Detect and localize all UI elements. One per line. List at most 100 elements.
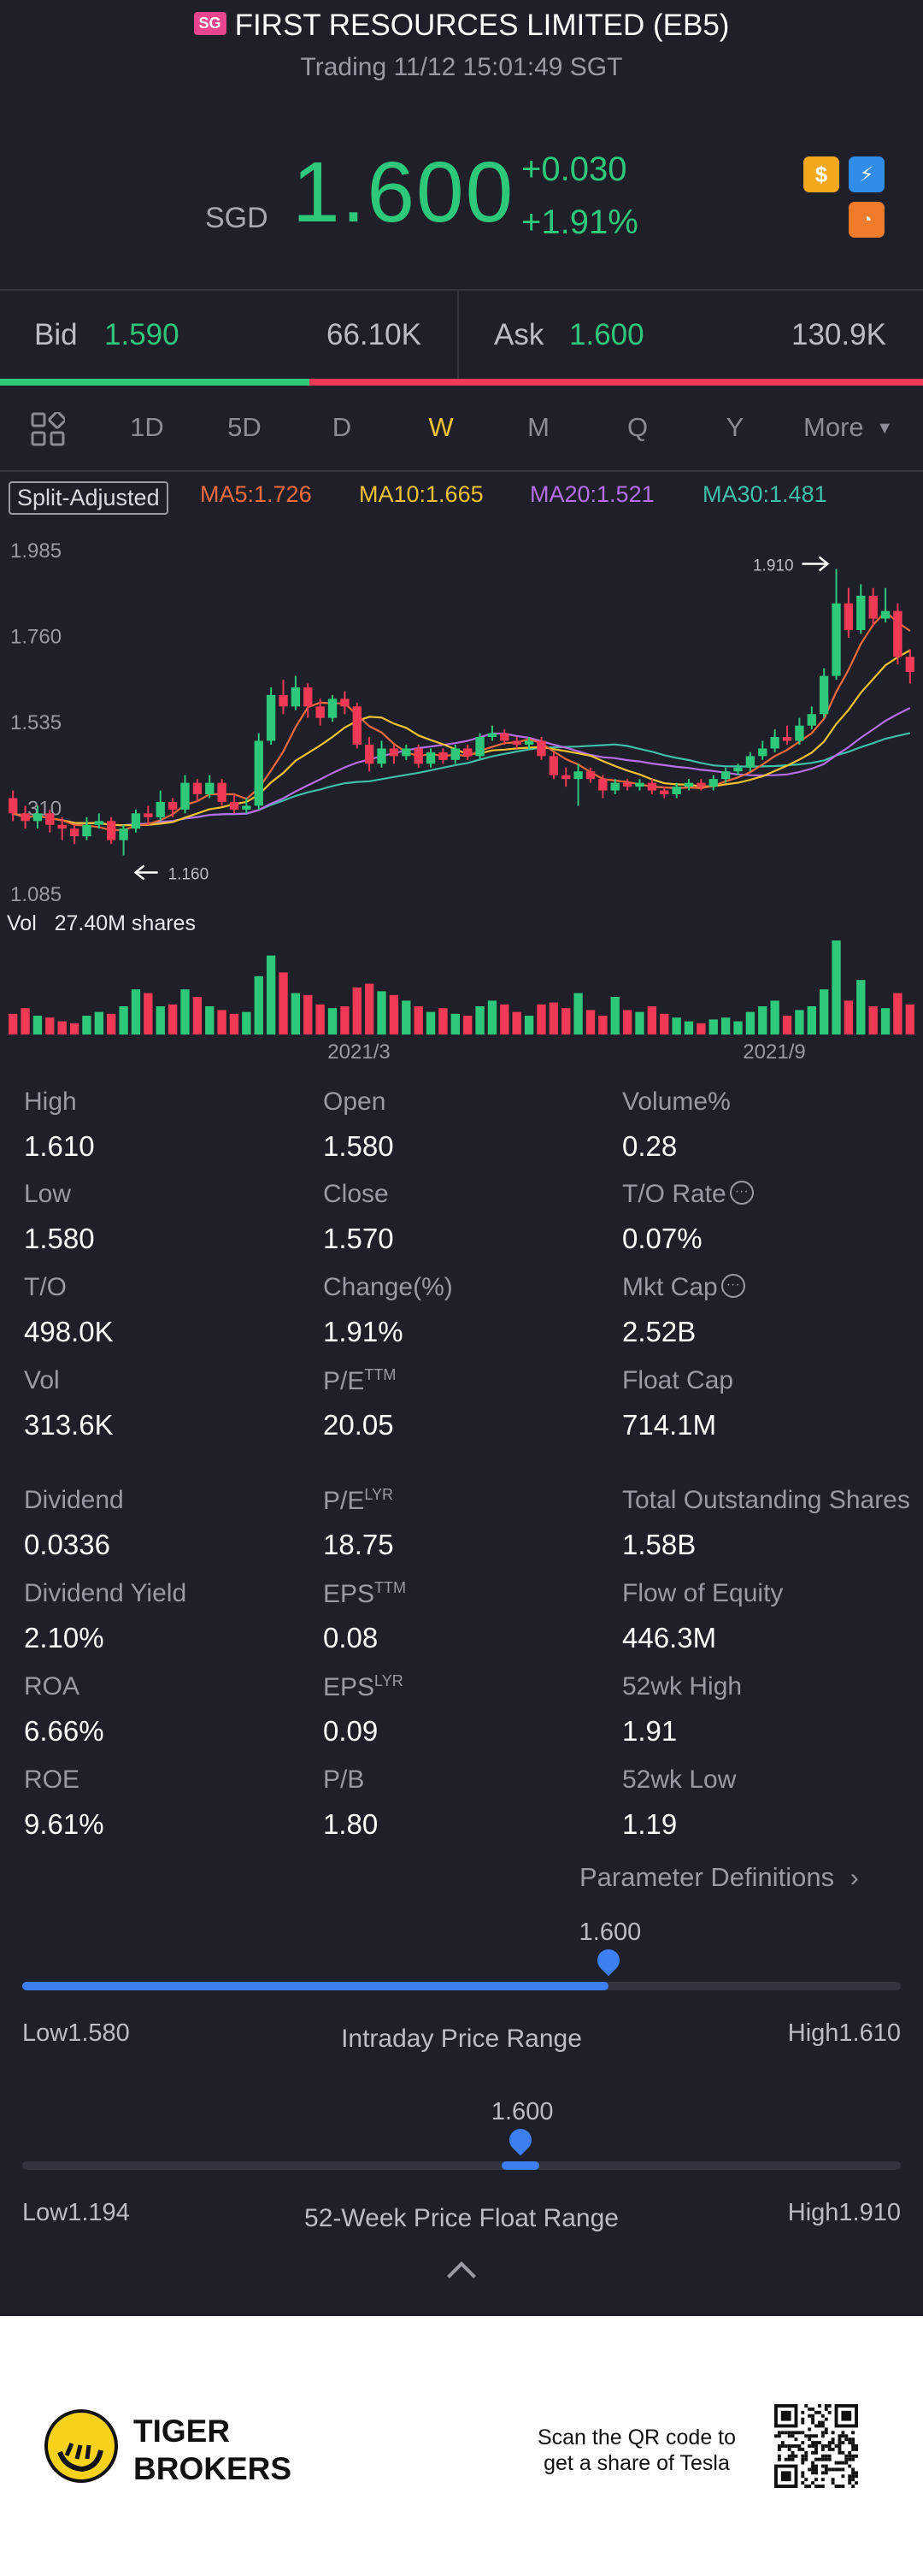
volume-bar <box>45 1017 55 1035</box>
pie-icon[interactable]: ◔ <box>849 202 885 238</box>
volume-bar <box>880 1008 891 1035</box>
stat-value: 1.91 <box>622 1715 678 1747</box>
volume-bar <box>352 987 362 1035</box>
stat-label-suffix: LYR <box>364 1486 394 1503</box>
min-price-label: 1.160 <box>168 866 209 884</box>
volume-bar <box>107 1013 116 1035</box>
stat-label-text: T/O <box>24 1273 67 1301</box>
candle-body <box>266 694 276 741</box>
candle-body <box>414 748 423 764</box>
stat-label: Vol <box>24 1366 60 1395</box>
candle-body <box>9 798 18 814</box>
candle-body <box>733 767 743 772</box>
volume-bar <box>450 1013 460 1035</box>
info-icon[interactable]: ··· <box>720 1274 745 1299</box>
volume-bar <box>217 1010 226 1035</box>
stat-label: Volume% <box>622 1088 731 1117</box>
bidask-divider <box>457 291 459 380</box>
candle-body <box>303 687 313 707</box>
lightning-icon[interactable]: ⚡ <box>849 156 885 192</box>
candle-body <box>512 740 521 745</box>
stat-label: EPSTTM <box>323 1579 406 1609</box>
week52-high: High1.910 <box>787 2199 901 2226</box>
x-tick-label: 2021/3 <box>327 1040 390 1060</box>
stat-label: Total Outstanding Shares <box>622 1486 910 1515</box>
tab-more[interactable]: More ▼ <box>803 412 906 443</box>
tab-1d[interactable]: 1D <box>130 412 164 442</box>
promo-footer <box>0 2316 923 2576</box>
stat-label-text: Change(%) <box>323 1273 453 1301</box>
volume-bar <box>573 993 583 1035</box>
week52-current-value: 1.600 <box>491 2098 554 2125</box>
tab-d[interactable]: D <box>332 412 352 442</box>
volume-bar <box>156 1006 165 1035</box>
stat-label-text: 52wk Low <box>622 1765 737 1794</box>
volume-bar <box>647 1006 657 1035</box>
volume-bar <box>635 1011 644 1035</box>
candle-body <box>242 805 251 810</box>
candle-body <box>905 657 914 673</box>
chevron-up-icon[interactable] <box>447 2261 476 2290</box>
candle-body <box>475 737 485 757</box>
stat-value: 0.08 <box>323 1622 379 1653</box>
parameter-definitions-link[interactable]: Parameter Definitions › <box>579 1862 859 1893</box>
volume-bar <box>254 976 263 1035</box>
brand-name: TIGER BROKERS <box>133 2413 291 2488</box>
week52-range-track <box>22 2161 901 2170</box>
volume-bar <box>144 993 153 1035</box>
caret-down-icon: ▼ <box>876 419 894 438</box>
split-adjusted-toggle[interactable]: Split-Adjusted <box>9 481 168 515</box>
stat-label-suffix: TTM <box>364 1366 397 1383</box>
volume-bar <box>697 1023 706 1035</box>
stock-title: SG FIRST RESOURCES LIMITED (EB5) <box>0 9 923 43</box>
qr-code-icon[interactable] <box>774 2404 858 2488</box>
price-change: +0.030 <box>521 150 627 188</box>
candle-body <box>168 801 178 810</box>
stat-label: Float Cap <box>622 1366 733 1395</box>
tab-y[interactable]: Y <box>726 412 744 442</box>
stat-value: 18.75 <box>323 1529 394 1560</box>
max-price-label: 1.910 <box>753 557 794 575</box>
candle-body <box>254 740 263 806</box>
candle-body <box>463 748 473 757</box>
stat-value: 2.10% <box>24 1622 104 1653</box>
stat-value: 0.07% <box>622 1223 703 1254</box>
candle-body <box>438 752 448 760</box>
stat-value: 1.580 <box>24 1223 95 1254</box>
stat-label-text: 52wk High <box>622 1672 743 1701</box>
volume-bar <box>770 1000 779 1035</box>
scan-line2: get a share of Tesla <box>544 2451 730 2475</box>
candle-body <box>291 687 301 707</box>
volume-bar <box>758 1006 767 1035</box>
stat-label-text: P/B <box>323 1765 365 1794</box>
stat-value: 1.58B <box>622 1529 697 1560</box>
candle-body <box>770 737 779 749</box>
stat-value: 714.1M <box>622 1409 717 1441</box>
volume-bar <box>610 997 620 1035</box>
ask-size: 130.9K <box>791 318 886 351</box>
candle-body <box>487 733 497 738</box>
volume-bar <box>782 1016 792 1035</box>
week52-title: 52-Week Price Float Range <box>304 2204 619 2232</box>
grid-icon[interactable] <box>31 410 67 446</box>
candle-body <box>856 595 866 630</box>
tab-m[interactable]: M <box>527 412 550 442</box>
stat-value: 0.0336 <box>24 1529 110 1560</box>
volume-label: Vol 27.40M shares <box>7 911 196 935</box>
stat-value: 313.6K <box>24 1409 114 1441</box>
info-icon[interactable]: ··· <box>729 1181 754 1205</box>
candle-body <box>758 748 767 757</box>
candle-body <box>880 610 891 619</box>
volume-bar <box>868 1006 878 1035</box>
ma20-label: MA20:1.521 <box>530 481 655 507</box>
tab-5d[interactable]: 5D <box>227 412 262 442</box>
dollar-icon[interactable]: $ <box>803 156 839 192</box>
stat-label-text: Flow of Equity <box>622 1579 784 1607</box>
stat-label: 52wk High <box>622 1672 742 1701</box>
candle-body <box>21 813 30 822</box>
stat-label-text: Float Cap <box>622 1366 734 1394</box>
candle-body <box>107 821 116 840</box>
tab-w[interactable]: W <box>428 412 454 442</box>
tab-q[interactable]: Q <box>626 412 649 442</box>
